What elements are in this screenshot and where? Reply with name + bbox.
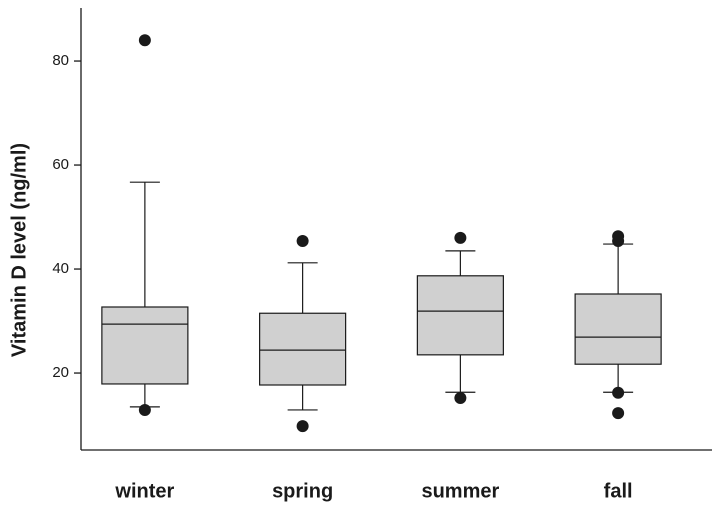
y-tick-label: 40 xyxy=(52,260,69,277)
box xyxy=(574,293,662,365)
y-tick-label: 80 xyxy=(52,52,69,69)
outlier xyxy=(138,403,151,416)
x-tick-label: winter xyxy=(114,480,174,502)
outlier xyxy=(612,386,625,399)
outlier xyxy=(296,234,309,247)
box xyxy=(101,306,189,385)
x-tick-label: fall xyxy=(604,480,633,502)
y-tick-label: 60 xyxy=(52,156,69,173)
x-tick-label: summer xyxy=(421,480,499,502)
outlier xyxy=(612,407,625,420)
outlier xyxy=(454,392,467,404)
outlier xyxy=(454,231,467,244)
box xyxy=(259,312,347,386)
x-tick-label: spring xyxy=(272,480,333,502)
outlier xyxy=(296,420,309,433)
y-tick-label: 20 xyxy=(52,364,69,381)
box xyxy=(416,275,504,356)
outlier xyxy=(138,34,151,47)
y-axis-title: Vitamin D level (ng/ml) xyxy=(8,143,30,357)
outlier xyxy=(612,234,625,247)
